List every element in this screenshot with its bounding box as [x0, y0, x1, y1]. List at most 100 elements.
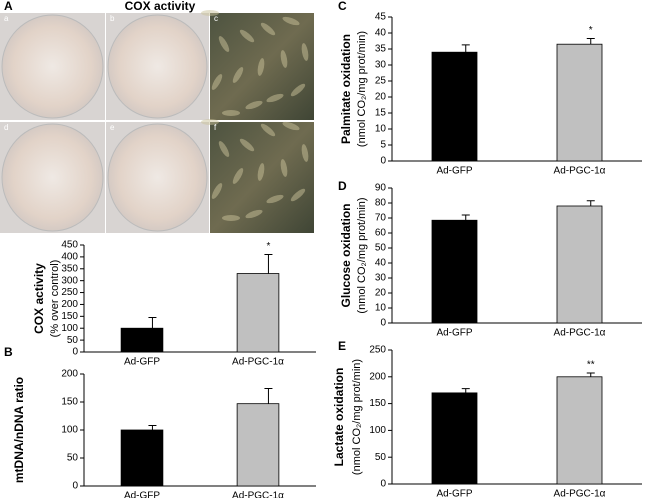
dish [1, 14, 104, 119]
bar [556, 43, 603, 162]
y-tick-label: 10 [375, 303, 387, 314]
cell [239, 138, 255, 152]
y-tick-label: 250 [369, 345, 386, 356]
y-tick-label: 100 [61, 425, 78, 436]
bar [556, 205, 603, 324]
panel-letter: E [338, 339, 346, 353]
cell [301, 43, 309, 61]
y-tick-label: 20 [375, 288, 387, 299]
y-tick-label: 150 [61, 311, 78, 322]
cell [232, 67, 244, 83]
y-tick-label: 50 [375, 243, 387, 254]
image-label: e [110, 123, 115, 132]
y-tick-label: 90 [375, 183, 387, 194]
panel-letter: A [4, 0, 13, 13]
error-bar [586, 37, 595, 45]
image-label: d [4, 123, 8, 132]
cell [211, 74, 223, 90]
cell [301, 144, 309, 162]
y-tick-label: 35 [375, 44, 387, 55]
x-tick-label: Ad-GFP [436, 166, 472, 177]
y-tick-label: 200 [61, 299, 78, 310]
dish [107, 14, 208, 119]
y-axis-label: (nmol CO₂/mg prot/min) [356, 31, 368, 147]
x-tick-label: Ad-PGC-1α [232, 491, 284, 498]
cell [282, 121, 300, 131]
y-tick-label: 5 [380, 140, 386, 151]
error-bar [461, 44, 470, 53]
cell [245, 100, 263, 110]
x-tick-label: Ad-PGC-1α [554, 166, 606, 177]
y-tick-label: 30 [375, 60, 387, 71]
y-tick-label: 450 [61, 240, 78, 251]
cell [282, 16, 300, 26]
cell [201, 119, 219, 125]
y-tick-label: 50 [67, 335, 79, 346]
error-bar [461, 388, 470, 393]
error-bar [586, 372, 595, 377]
cell [222, 110, 240, 116]
image-label: f [214, 123, 217, 132]
cell [280, 50, 288, 68]
bar [431, 51, 478, 162]
y-tick-label: 60 [375, 228, 387, 239]
cell [245, 209, 263, 219]
panel-title: COX activity [125, 0, 196, 13]
y-tick-label: 300 [61, 275, 78, 286]
x-tick-label: Ad-GFP [124, 357, 160, 368]
y-axis-label: Palmitate oxidation [339, 34, 353, 144]
cell [232, 168, 244, 184]
y-tick-label: 80 [375, 198, 387, 209]
y-axis-label: COX activity [32, 263, 46, 334]
y-tick-label: 0 [380, 318, 386, 329]
y-tick-label: 150 [61, 397, 78, 408]
x-tick-label: Ad-PGC-1α [554, 328, 606, 339]
y-axis-label: (nmol CO₂/mg prot/min) [356, 197, 368, 313]
bar [236, 403, 280, 487]
x-tick-label: Ad-GFP [124, 491, 160, 498]
photo-grid: a b c d e f [0, 10, 314, 233]
error-bar [461, 214, 470, 221]
y-tick-label: 100 [61, 323, 78, 334]
y-axis-label: Lactate oxidation [332, 368, 346, 467]
error-bar [586, 200, 595, 206]
significance: * [266, 241, 270, 252]
bar [431, 219, 478, 324]
y-axis-label: Glucose oxidation [339, 203, 353, 307]
y-tick-label: 400 [61, 252, 78, 263]
panel-letter: C [338, 0, 347, 13]
x-tick-label: Ad-PGC-1α [554, 489, 606, 498]
y-tick-label: 0 [380, 156, 386, 167]
y-tick-label: 10 [375, 124, 387, 135]
y-tick-label: 0 [380, 479, 386, 490]
y-axis-label: (nmol CO₂/mg prot/min) [351, 359, 363, 475]
cell [280, 159, 288, 177]
bar [556, 376, 603, 485]
cell [266, 194, 284, 204]
error-bar [264, 388, 273, 404]
y-tick-label: 100 [369, 425, 386, 436]
image-label: c [214, 14, 218, 23]
y-tick-label: 40 [375, 258, 387, 269]
y-tick-label: 15 [375, 108, 387, 119]
y-tick-label: 150 [369, 398, 386, 409]
image-label: b [110, 14, 115, 23]
dish [1, 123, 104, 232]
y-axis-label: (% over control) [49, 260, 61, 338]
y-tick-label: 350 [61, 263, 78, 274]
image-label: a [4, 14, 9, 23]
bar [120, 327, 164, 353]
error-bar [264, 254, 273, 274]
x-tick-label: Ad-GFP [436, 328, 472, 339]
y-tick-label: 45 [375, 12, 387, 23]
y-tick-label: 25 [375, 76, 387, 87]
y-tick-label: 50 [375, 452, 387, 463]
panel-letter: D [338, 179, 347, 193]
error-bar [148, 317, 157, 329]
y-tick-label: 0 [72, 347, 78, 358]
cell [239, 29, 255, 43]
cell [260, 22, 276, 36]
bar [431, 392, 478, 485]
cell [222, 215, 240, 221]
